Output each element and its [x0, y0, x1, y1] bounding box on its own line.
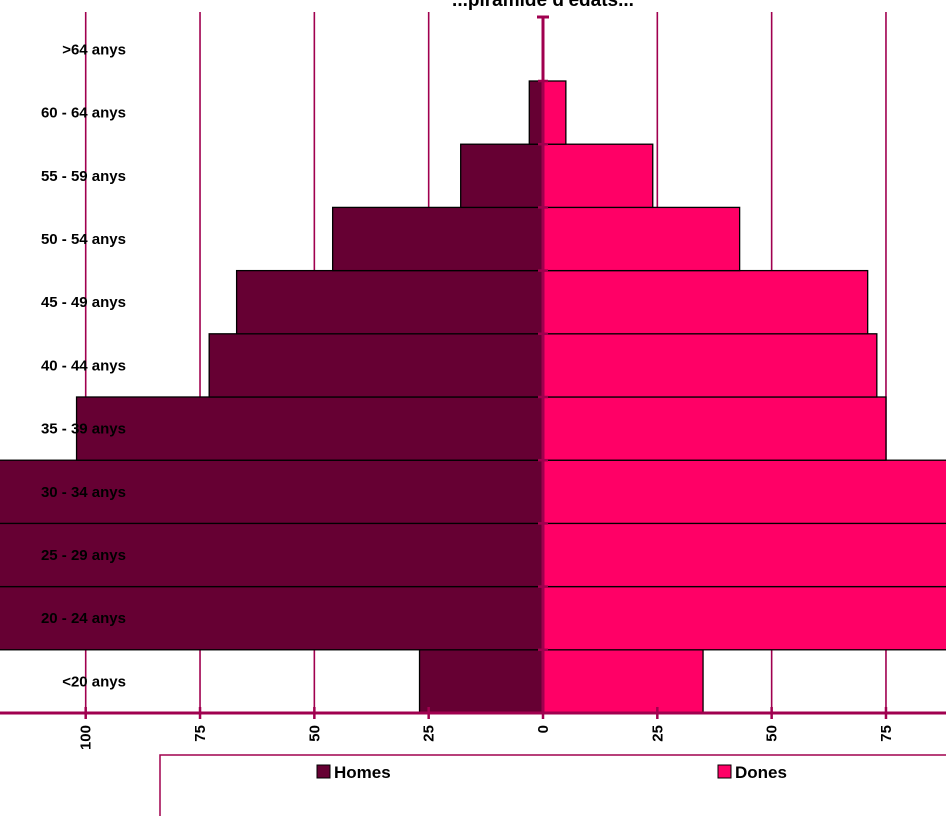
bar-dones [542, 143, 654, 209]
bar-dones [542, 269, 869, 335]
bar-homes [460, 143, 544, 209]
category-label: 45 - 49 anys [41, 294, 126, 311]
category-label: 30 - 34 anys [41, 484, 126, 501]
category-label: 25 - 29 anys [41, 547, 126, 564]
category-label: >64 anys [62, 41, 126, 58]
bar-homes [528, 80, 544, 145]
bar-homes [418, 649, 544, 714]
x-tick-label: 50 [306, 725, 323, 742]
legend-swatch-dones [717, 764, 732, 779]
bars [0, 80, 946, 714]
bar-dones [542, 649, 704, 714]
legend: Homes Dones [159, 754, 946, 816]
bar-dones [542, 585, 946, 651]
category-label: 35 - 39 anys [41, 421, 126, 438]
bar-homes [208, 333, 544, 398]
bar-dones [542, 396, 887, 461]
bar-homes [0, 522, 544, 588]
x-tick-label: 50 [764, 725, 781, 742]
x-tick-label: 100 [78, 725, 95, 750]
legend-label-dones: Dones [735, 763, 787, 782]
x-tick-label: 25 [649, 725, 666, 742]
category-label: 50 - 54 anys [41, 231, 126, 248]
x-tick-label: 75 [192, 725, 209, 742]
bar-dones [542, 522, 946, 588]
category-label: 55 - 59 anys [41, 168, 126, 185]
bar-dones [542, 333, 878, 398]
category-label: 40 - 44 anys [41, 357, 126, 374]
legend-box [159, 754, 946, 816]
axes [0, 15, 946, 719]
bar-homes [75, 396, 544, 461]
bar-homes [235, 269, 544, 335]
x-tick-label: 25 [421, 725, 438, 742]
bar-dones [542, 80, 567, 145]
chart-title: ...piràmide d'edats... [452, 0, 634, 11]
category-label: 60 - 64 anys [41, 105, 126, 122]
legend-label-homes: Homes [334, 763, 391, 782]
legend-swatch-homes [316, 764, 331, 779]
bar-homes [331, 206, 544, 272]
bar-dones [542, 206, 741, 272]
x-tick-label: 0 [535, 725, 552, 733]
category-label: <20 anys [62, 673, 126, 690]
x-tick-label: 75 [878, 725, 895, 742]
bar-dones [542, 459, 946, 525]
labels: ...piràmide d'edats... 17515012510075502… [41, 0, 895, 750]
category-label: 20 - 24 anys [41, 610, 126, 627]
